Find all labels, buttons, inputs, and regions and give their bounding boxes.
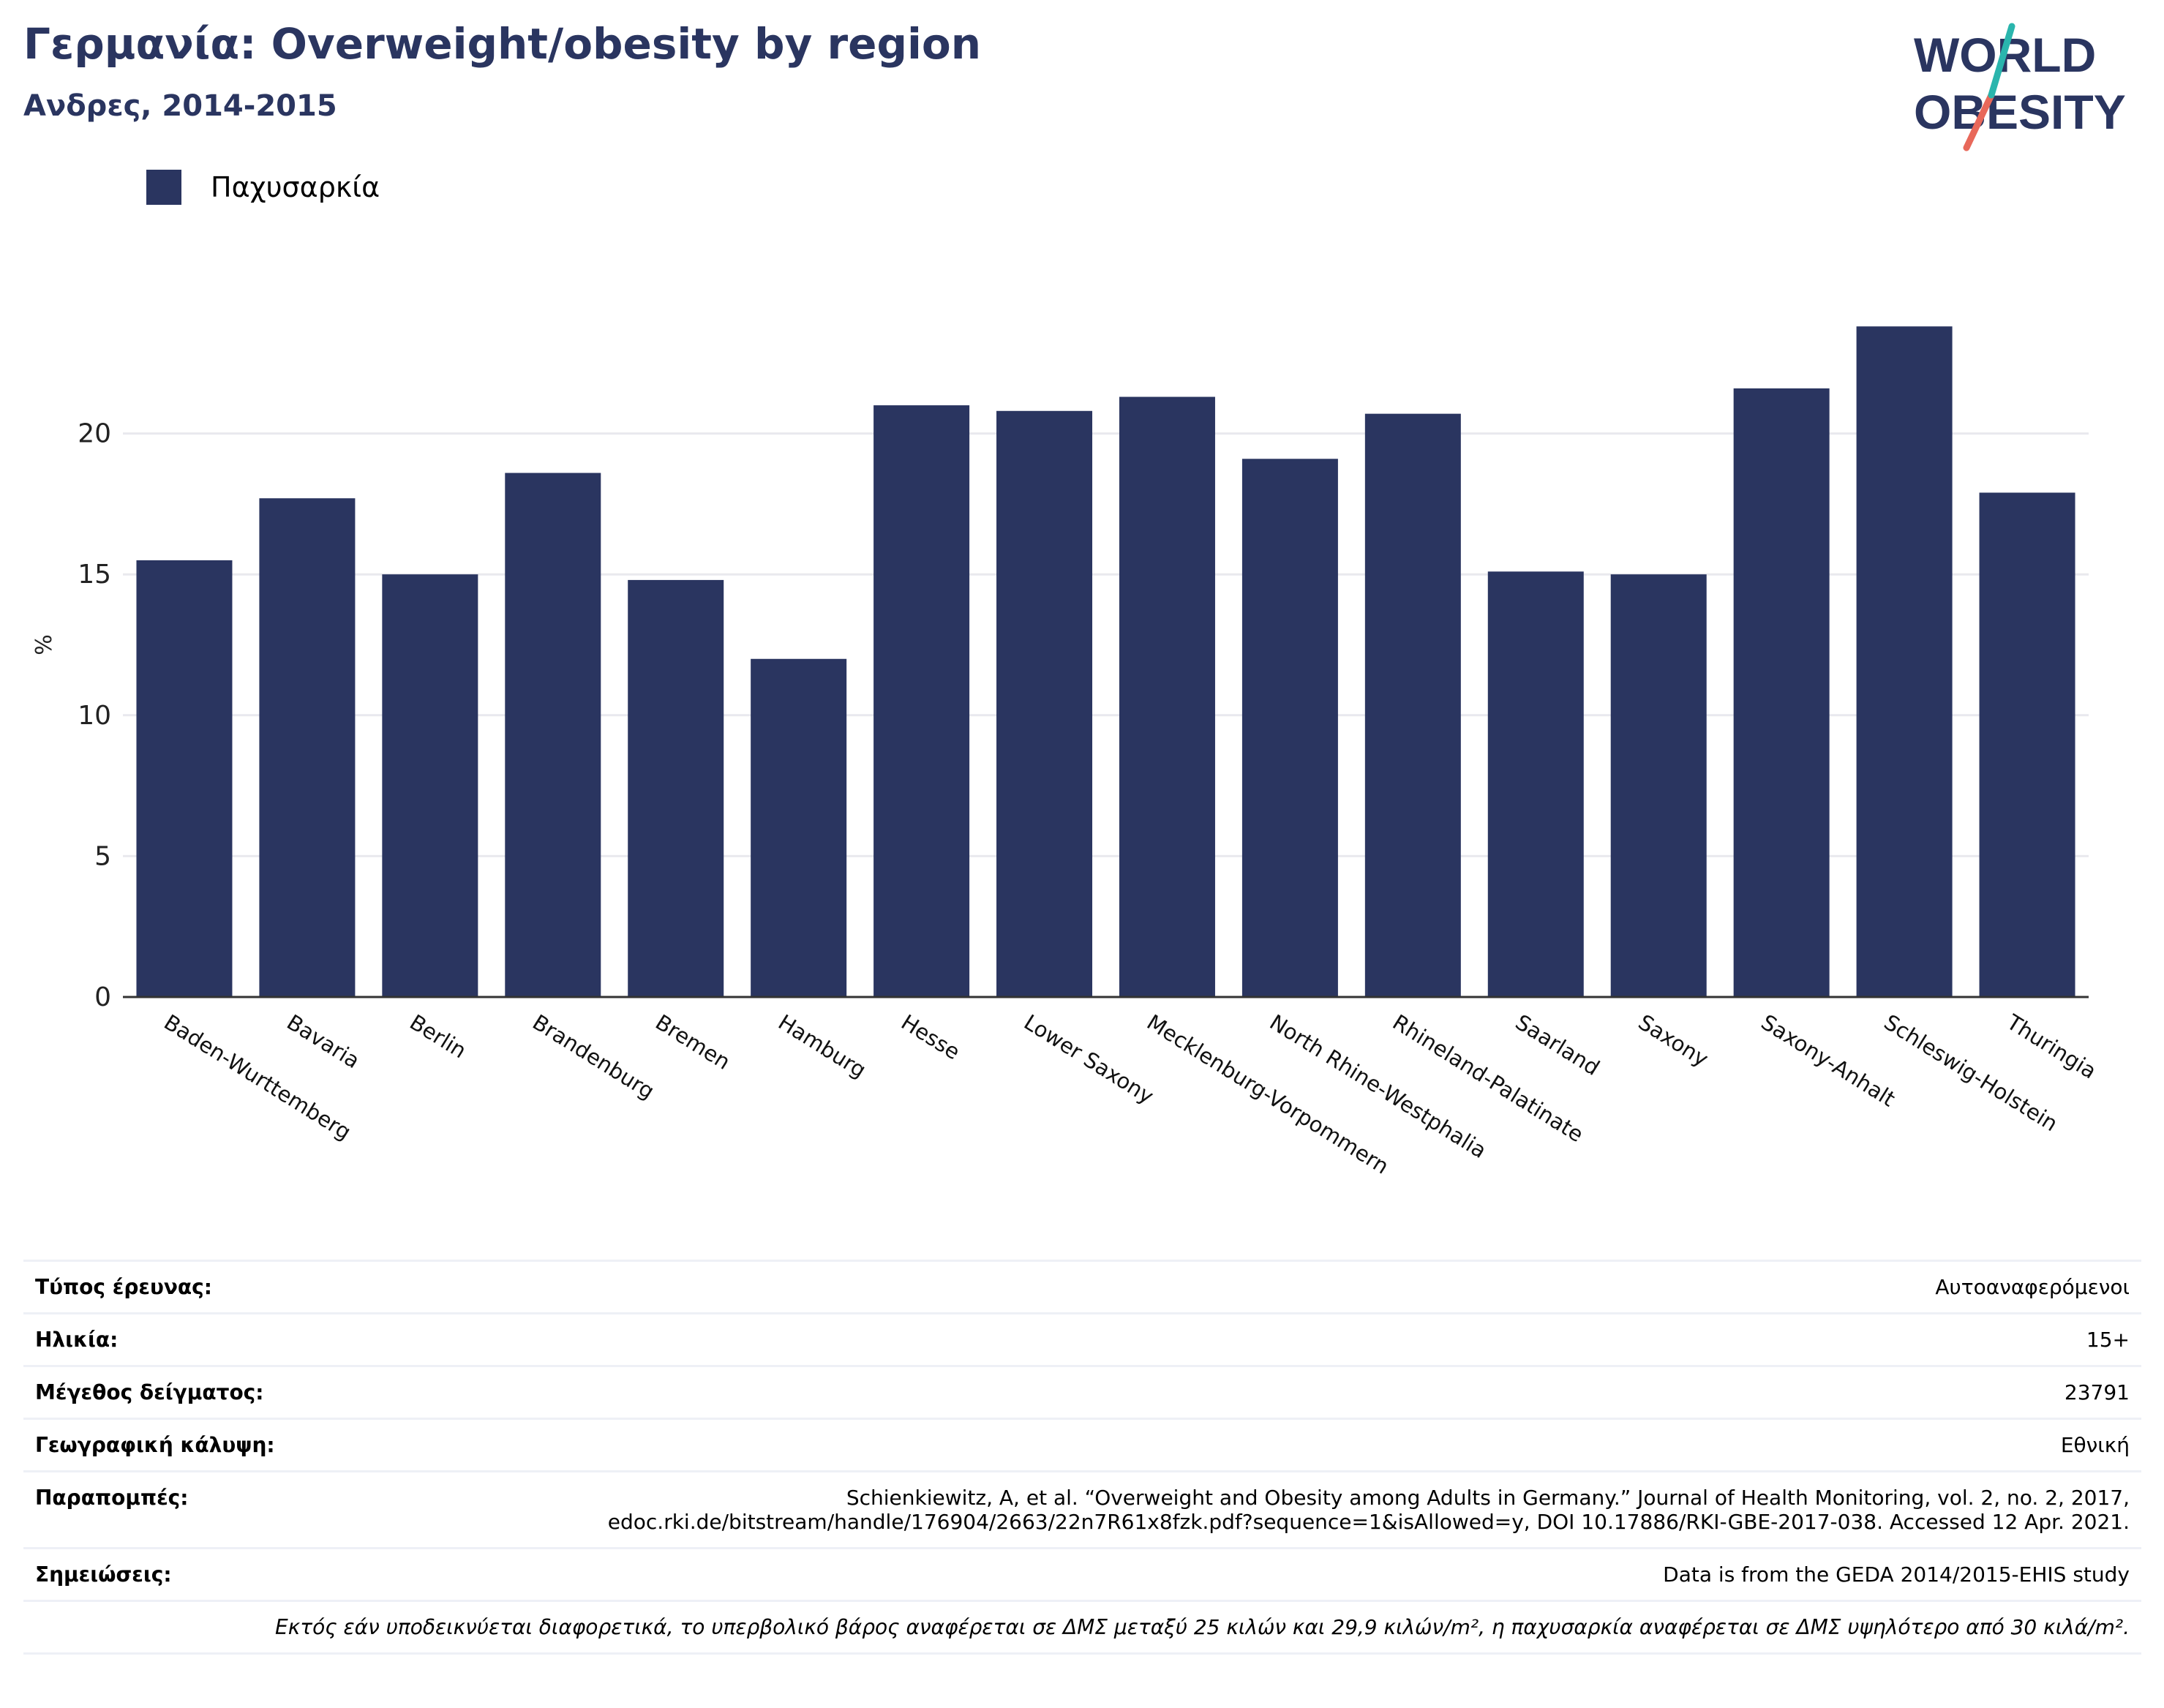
bar xyxy=(1856,326,1953,997)
bar xyxy=(1733,388,1830,997)
bar xyxy=(505,473,601,997)
info-key: Ηλικία: xyxy=(23,1312,559,1366)
info-row-references: Παραπομπές: Schienkiewitz, A, et al. “Ov… xyxy=(23,1470,2141,1549)
info-key: Σημειώσεις: xyxy=(23,1547,559,1601)
y-tick-label: 5 xyxy=(94,841,111,871)
x-tick-label: Berlin xyxy=(405,1009,470,1063)
info-row-age: Ηλικία: 15+ xyxy=(23,1312,2141,1366)
chart-subtitle: Ανδρες, 2014-2015 xyxy=(23,89,337,123)
chart-title: Γερμανία: Overweight/obesity by region xyxy=(23,19,982,69)
bar xyxy=(874,405,970,997)
info-value: Αυτοαναφερόμενοι xyxy=(559,1259,2141,1314)
x-tick-label: North Rhine-Westphalia xyxy=(1266,1009,1491,1163)
info-row-notes: Σημειώσεις: Data is from the GEDA 2014/2… xyxy=(23,1547,2141,1601)
x-tick-label: Saxony-Anhalt xyxy=(1757,1009,1899,1112)
info-value: Εθνική xyxy=(559,1418,2141,1472)
info-value: 15+ xyxy=(559,1312,2141,1366)
bar xyxy=(628,579,724,997)
footnote: Εκτός εάν υποδεικνύεται διαφορετικά, το … xyxy=(23,1600,2141,1655)
y-tick-label: 0 xyxy=(94,982,111,1012)
x-tick-label: Thuringia xyxy=(2002,1009,2100,1084)
chart-legend[interactable]: Παχυσαρκία xyxy=(146,170,380,205)
info-key: Παραπομπές: xyxy=(23,1470,559,1549)
info-row-sample-size: Μέγεθος δείγματος: 23791 xyxy=(23,1365,2141,1419)
x-tick-label: Lower Saxony xyxy=(1020,1009,1158,1109)
y-axis-label: % xyxy=(31,634,57,655)
info-row-footnote: Εκτός εάν υποδεικνύεται διαφορετικά, το … xyxy=(23,1600,2141,1655)
logo-slash-red xyxy=(1963,91,1995,151)
bar xyxy=(1610,574,1707,997)
y-tick-label: 20 xyxy=(78,419,111,449)
bar xyxy=(382,574,478,997)
info-key: Μέγεθος δείγματος: xyxy=(23,1365,559,1419)
bar xyxy=(259,498,356,997)
bar xyxy=(751,658,847,997)
x-tick-label: Mecklenburg-Vorpommern xyxy=(1143,1009,1394,1179)
x-tick-label: Saxony xyxy=(1634,1009,1713,1072)
y-tick-label: 10 xyxy=(78,701,111,731)
info-table: Τύπος έρευνας: Αυτοαναφερόμενοι Ηλικία: … xyxy=(23,1259,2141,1655)
world-obesity-logo: WORLD OBESITY xyxy=(1914,23,2126,151)
y-tick-label: 15 xyxy=(78,560,111,590)
bar xyxy=(1119,396,1215,997)
x-tick-label: Brandenburg xyxy=(528,1009,658,1104)
info-row-coverage: Γεωγραφική κάλυψη: Εθνική xyxy=(23,1418,2141,1472)
logo-slash-teal xyxy=(1988,23,2015,99)
legend-label: Παχυσαρκία xyxy=(211,171,380,203)
info-value: 23791 xyxy=(559,1365,2141,1419)
x-tick-label: Bavaria xyxy=(282,1009,364,1073)
x-tick-label: Bremen xyxy=(651,1009,735,1075)
x-tick-label: Saarland xyxy=(1511,1009,1604,1080)
x-tick-label: Hesse xyxy=(897,1009,964,1064)
bar xyxy=(1487,571,1584,997)
info-key: Γεωγραφική κάλυψη: xyxy=(23,1418,559,1472)
bar xyxy=(996,410,1093,997)
x-tick-label: Hamburg xyxy=(774,1009,871,1083)
legend-swatch xyxy=(146,170,181,205)
bar xyxy=(1979,492,2075,997)
info-row-survey-type: Τύπος έρευνας: Αυτοαναφερόμενοι xyxy=(23,1259,2141,1314)
bar xyxy=(1364,413,1461,997)
bar xyxy=(1241,459,1338,997)
bar xyxy=(136,560,233,997)
info-key: Τύπος έρευνας: xyxy=(23,1259,559,1314)
info-value: Data is from the GEDA 2014/2015-EHIS stu… xyxy=(559,1547,2141,1601)
info-value: Schienkiewitz, A, et al. “Overweight and… xyxy=(559,1470,2141,1549)
logo-text-line2: OBESITY xyxy=(1914,85,2126,139)
